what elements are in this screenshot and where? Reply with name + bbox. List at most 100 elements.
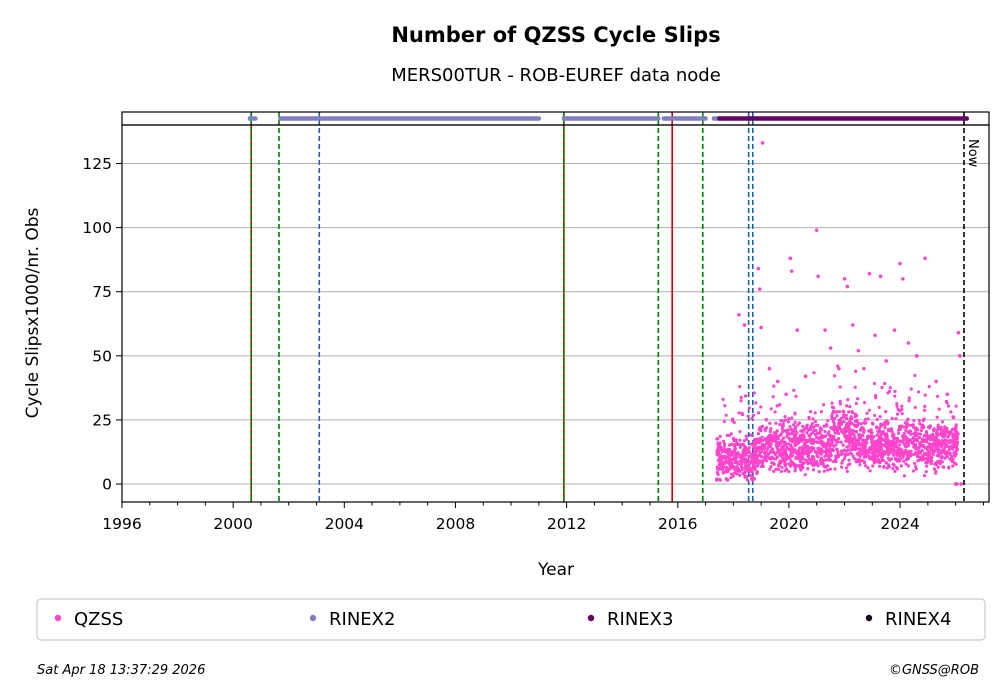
- qzss-point: [732, 420, 736, 425]
- qzss-point: [840, 429, 844, 433]
- qzss-point: [719, 465, 724, 469]
- qzss-point: [769, 433, 773, 437]
- qzss-point: [817, 469, 821, 474]
- qzss-point: [909, 423, 913, 427]
- y-tick-label: 100: [82, 219, 112, 237]
- qzss-point: [886, 422, 890, 426]
- qzss-point: [872, 440, 876, 445]
- qzss-point: [747, 454, 751, 458]
- qzss-point: [875, 442, 879, 446]
- qzss-point: [812, 457, 816, 461]
- qzss-point: [925, 448, 930, 452]
- qzss-point: [904, 428, 908, 433]
- qzss-point: [723, 444, 727, 448]
- y-axis-ticks: 0 25 50 75 100 125: [82, 155, 122, 494]
- qzss-point: [828, 458, 833, 462]
- qzss-point: [751, 478, 755, 482]
- qzss-point: [734, 456, 738, 460]
- qzss-point: [841, 458, 845, 463]
- qzss-point: [873, 413, 877, 418]
- qzss-point: [778, 403, 782, 407]
- qzss-point: [814, 228, 819, 232]
- qzss-point: [794, 394, 798, 399]
- qzss-point: [740, 411, 744, 416]
- qzss-point: [782, 448, 786, 452]
- qzss-point: [811, 455, 815, 459]
- qzss-point: [742, 323, 747, 327]
- qzss-point: [871, 454, 876, 459]
- qzss-point: [833, 431, 837, 435]
- qzss-point: [861, 426, 865, 430]
- qzss-point: [866, 434, 870, 438]
- qzss-point: [834, 439, 838, 444]
- qzss-point: [867, 271, 872, 276]
- qzss-point: [832, 417, 836, 421]
- qzss-point: [817, 437, 821, 441]
- qzss-point: [819, 452, 823, 456]
- qzss-point: [801, 445, 805, 449]
- qzss-point: [834, 443, 838, 447]
- qzss-point: [923, 256, 927, 261]
- qzss-point: [790, 430, 794, 435]
- qzss-point: [854, 369, 858, 373]
- qzss-point: [846, 398, 850, 402]
- qzss-point: [878, 274, 883, 279]
- qzss-point: [936, 432, 940, 436]
- qzss-point: [913, 373, 917, 378]
- qzss-point: [792, 423, 796, 427]
- x-tick-label: 2016: [658, 515, 697, 533]
- qzss-point: [924, 430, 929, 434]
- qzss-point: [791, 438, 795, 442]
- qzss-point: [850, 409, 854, 414]
- qzss-point: [729, 466, 734, 470]
- qzss-point: [941, 428, 946, 432]
- qzss-point: [830, 440, 834, 445]
- qzss-point: [895, 404, 899, 408]
- qzss-point: [798, 434, 802, 438]
- qzss-point: [788, 456, 792, 460]
- qzss-point: [808, 434, 812, 438]
- qzss-point: [903, 444, 907, 449]
- qzss-point: [931, 449, 935, 453]
- qzss-point: [774, 444, 779, 448]
- qzss-point: [897, 428, 901, 432]
- qzss-point: [950, 440, 954, 444]
- qzss-point: [902, 459, 906, 463]
- qzss-point: [904, 438, 909, 442]
- qzss-point: [872, 381, 877, 386]
- qzss-point: [733, 450, 737, 455]
- qzss-point: [867, 429, 871, 433]
- qzss-point: [919, 450, 923, 454]
- qzss-point: [826, 453, 830, 458]
- qzss-point: [879, 422, 883, 426]
- qzss-point: [818, 448, 822, 452]
- qzss-point: [745, 451, 749, 455]
- qzss-point: [880, 458, 884, 462]
- qzss-point: [901, 451, 906, 455]
- qzss-point: [895, 436, 900, 440]
- qzss-point: [954, 449, 958, 453]
- qzss-point: [730, 461, 734, 465]
- qzss-point: [951, 415, 956, 419]
- qzss-point: [835, 414, 839, 418]
- qzss-point: [801, 437, 805, 441]
- qzss-point: [798, 466, 802, 470]
- qzss-point: [750, 467, 754, 471]
- qzss-point: [904, 462, 908, 466]
- qzss-point: [921, 455, 925, 460]
- qzss-point: [899, 464, 903, 468]
- qzss-point: [845, 284, 850, 289]
- legend-marker-qzss: [54, 614, 62, 622]
- now-label: Now: [965, 139, 980, 168]
- qzss-point: [725, 478, 730, 482]
- qzss-point: [839, 440, 843, 444]
- qzss-point: [787, 447, 791, 452]
- qzss-point: [890, 457, 894, 461]
- qzss-point: [820, 435, 824, 439]
- qzss-point: [830, 447, 834, 451]
- qzss-point: [853, 385, 857, 389]
- qzss-point: [766, 452, 771, 456]
- qzss-point: [833, 374, 837, 378]
- qzss-point: [746, 414, 750, 418]
- qzss-point: [936, 438, 941, 442]
